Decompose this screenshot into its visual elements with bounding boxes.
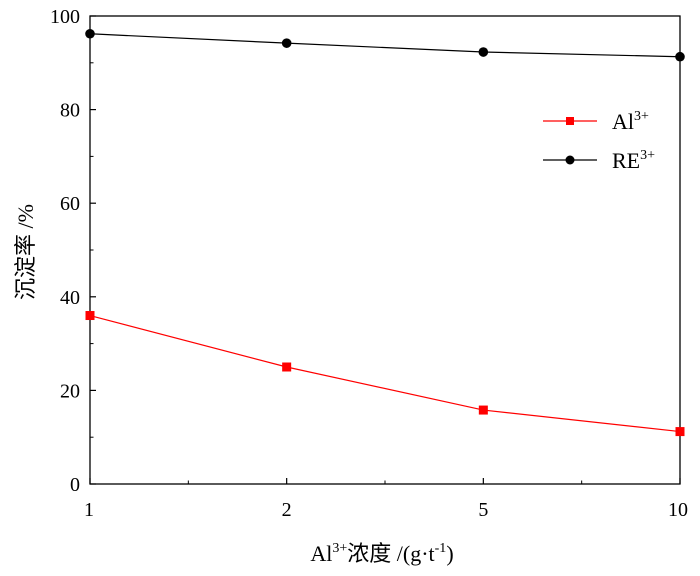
x-tick-label: 1 bbox=[84, 499, 94, 521]
series-line-re bbox=[89, 33, 681, 58]
legend: Al3+ RE3+ bbox=[543, 109, 655, 173]
y-tick-label: 100 bbox=[50, 6, 80, 28]
x-tick-label: 2 bbox=[282, 499, 292, 521]
legend-marker-al bbox=[566, 117, 574, 125]
data-point-al bbox=[282, 362, 292, 372]
y-tick-label: 80 bbox=[60, 100, 80, 122]
x-tick-label: 10 bbox=[668, 499, 688, 521]
data-point-al bbox=[675, 427, 685, 437]
data-point-re bbox=[85, 28, 95, 39]
series-layer bbox=[85, 28, 685, 437]
y-tick-label: 20 bbox=[60, 380, 80, 402]
plot-border bbox=[89, 15, 681, 485]
x-axis: 1 2 5 10 bbox=[84, 478, 688, 521]
legend-label-re: RE3+ bbox=[612, 148, 655, 173]
y-axis: 0 20 40 60 80 100 bbox=[50, 6, 96, 496]
y-tick-label: 40 bbox=[60, 287, 80, 309]
data-point-re bbox=[478, 47, 489, 57]
y-tick-label: 0 bbox=[70, 474, 80, 496]
data-point-re bbox=[281, 38, 292, 48]
y-axis-title: 沉淀率 /% bbox=[13, 204, 38, 300]
x-axis-title: Al3+浓度 /(g·t-1) bbox=[310, 541, 453, 566]
data-point-al bbox=[85, 311, 95, 321]
legend-label-al: Al3+ bbox=[612, 109, 649, 134]
data-point-re bbox=[675, 51, 685, 62]
series-line-al bbox=[89, 314, 681, 433]
data-point-al bbox=[478, 405, 488, 415]
y-tick-label: 60 bbox=[60, 193, 80, 215]
plot-frame bbox=[89, 15, 681, 485]
legend-marker-re bbox=[565, 155, 575, 165]
x-tick-label: 5 bbox=[478, 499, 488, 521]
